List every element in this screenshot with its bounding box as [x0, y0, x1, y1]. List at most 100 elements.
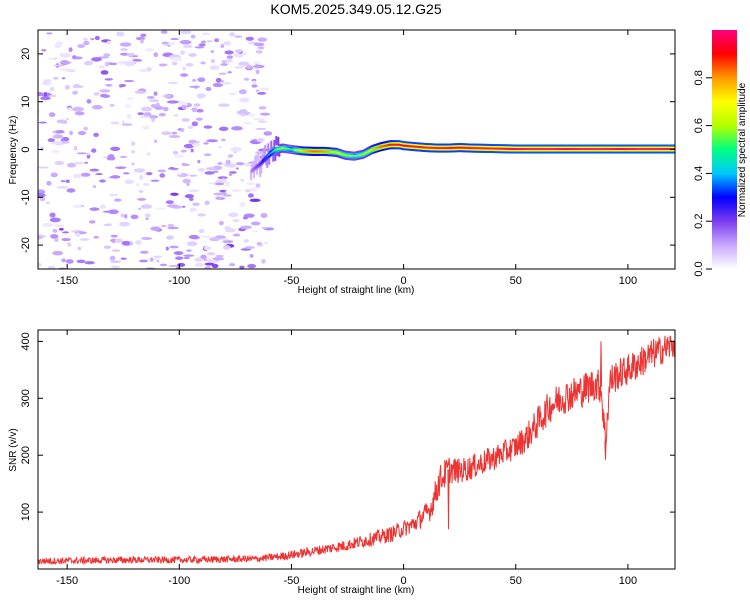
spectrogram-noise-cell [212, 257, 225, 261]
spectrogram-ytick-label: -10 [20, 189, 32, 205]
spectrogram-noise-cell [253, 118, 265, 121]
spectrogram-noise-cell [225, 159, 231, 165]
spectrogram-noise-cell [92, 185, 97, 189]
spectrogram-noise-cell [195, 117, 203, 121]
spectrogram-noise-cell [99, 93, 108, 98]
spectrogram-noise-cell [218, 72, 227, 75]
snr-xtick-label: 50 [510, 575, 522, 587]
spectrogram-noise-cell [188, 53, 197, 57]
spectrogram-noise-cell [231, 126, 243, 131]
spectrogram-noise-cell [59, 61, 72, 64]
spectrogram-noise-cell [252, 61, 261, 65]
spectrogram-noise-cell [109, 193, 118, 197]
spectrogram-noise-cell [154, 139, 158, 144]
spectrogram-noise-cell [83, 60, 93, 66]
spectrogram-noise-cell [217, 162, 223, 165]
spectrogram-noise-cell [148, 115, 159, 119]
spectrogram-noise-cell [220, 63, 228, 66]
spectrogram-noise-cell [120, 213, 125, 218]
spectrogram-noise-cell [125, 61, 136, 67]
spectrogram-noise-cell [258, 106, 267, 110]
spectrogram-noise-cell [212, 260, 220, 264]
spectrogram-noise-cell [171, 131, 178, 135]
spectrogram-signal-halo [270, 140, 273, 150]
spectrogram-noise-cell [142, 125, 150, 130]
spectrogram-noise-cell [181, 104, 187, 110]
spectrogram-noise-cell [150, 226, 162, 231]
spectrogram-noise-cell [82, 37, 88, 42]
spectrogram-noise-cell [38, 166, 49, 169]
spectrogram-signal-halo [275, 136, 278, 146]
spectrogram-noise-cell [163, 106, 169, 112]
spectrogram-noise-cell [77, 130, 87, 136]
spectrogram-noise-cell [251, 138, 259, 142]
spectrogram-noise-cell [182, 163, 190, 167]
spectrogram-noise-cell [120, 257, 127, 260]
spectrogram-noise-cell [53, 77, 59, 80]
spectrogram-noise-cell [215, 77, 222, 83]
spectrogram-noise-cell [145, 171, 153, 176]
spectrogram-ytick-label: 10 [20, 96, 32, 108]
spectrogram-noise-cell [109, 260, 121, 263]
spectrogram-noise-cell [256, 137, 265, 143]
spectrogram-noise-cell [142, 182, 150, 187]
snr-xtick-label: -150 [56, 575, 78, 587]
spectrogram-noise-cell [153, 91, 158, 96]
spectrogram-noise-cell [124, 179, 134, 185]
spectrogram-noise-cell [239, 202, 246, 207]
spectrogram-noise-cell [177, 172, 182, 175]
spectrogram-noise-cell [197, 167, 205, 172]
spectrogram-noise-cell [99, 89, 111, 93]
spectrogram-noise-cell [41, 49, 47, 52]
spectrogram-noise-cell [162, 94, 172, 98]
spectrogram-noise-cell [77, 246, 82, 251]
spectrogram-noise-cell [150, 179, 160, 182]
spectrogram-noise-cell [255, 127, 267, 130]
spectrogram-noise-cell [114, 238, 124, 243]
spectrogram-noise-cell [256, 91, 267, 95]
spectrogram-noise-cell [204, 266, 211, 269]
spectrogram-noise-cell [186, 241, 198, 247]
spectrogram-noise-cell [124, 104, 132, 109]
spectrogram-noise-cell [147, 152, 151, 156]
spectrogram-noise-cell [103, 53, 111, 58]
spectrogram-noise-cell [118, 83, 127, 88]
spectrogram-noise-cell [38, 143, 41, 146]
spectrogram-noise-cell [220, 44, 225, 48]
spectrogram-noise-cell [119, 221, 130, 227]
spectrogram-noise-cell [110, 265, 121, 269]
snr-panel: -150 -100 -50 0 50 100 100 200 300 400 Height of… [8, 329, 676, 596]
spectrogram-noise-cell [180, 30, 192, 35]
spectrogram-noise-cell [179, 101, 188, 107]
spectrogram-noise-cell [139, 115, 151, 118]
spectrogram-signal-halo [274, 151, 277, 161]
spectrogram-noise-cell [222, 194, 232, 197]
spectrogram-noise-cell [54, 238, 59, 243]
spectrogram-noise-cell [234, 35, 243, 38]
spectrogram-noise-cell [244, 246, 255, 249]
spectrogram-noise-cell [256, 242, 263, 245]
spectrogram-noise-cell [56, 119, 67, 124]
spectrogram-noise-cell [260, 212, 268, 218]
spectrogram-noise-cell [206, 40, 213, 43]
spectrogram-noise-cell [65, 179, 70, 184]
spectrogram-signal-halo [277, 136, 280, 146]
spectrogram-noise-cell [49, 217, 61, 223]
spectrogram-noise-cell [141, 106, 153, 112]
spectrogram-noise-cell [188, 139, 198, 144]
spectrogram-signal-halo [264, 144, 267, 154]
spectrogram-noise-cell [179, 39, 192, 45]
spectrogram-noise-cell [59, 52, 72, 58]
spectrogram-noise-cell [165, 200, 174, 205]
spectrogram-noise-cell [65, 259, 74, 264]
spectrogram-noise-cell [93, 92, 100, 96]
spectrogram-noise-cell [240, 178, 245, 182]
spectrogram-noise-cell [104, 78, 113, 81]
colorbar-tick-label: 0.8 [693, 70, 705, 85]
snr-ylabel: SNR (v/v) [8, 428, 19, 471]
spectrogram-noise-cell [110, 146, 121, 152]
snr-ytick-label: 100 [20, 503, 32, 521]
spectrogram-noise-cell [93, 235, 99, 239]
spectrogram-noise-cell [38, 121, 48, 124]
